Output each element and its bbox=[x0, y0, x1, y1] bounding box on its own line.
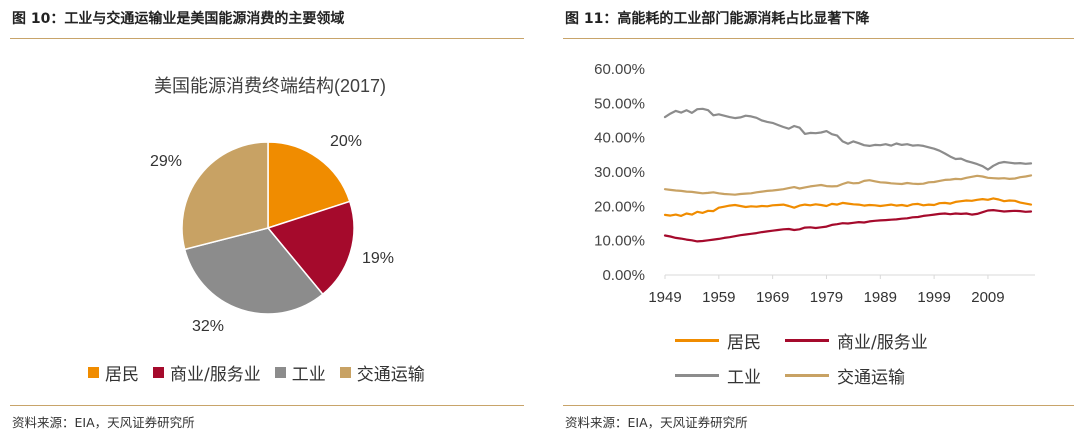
source-note: 资料来源：EIA，天风证券研究所 bbox=[565, 415, 748, 430]
x-tick-label: 1949 bbox=[648, 289, 681, 306]
legend-item-residential: 居民 bbox=[675, 328, 761, 353]
legend-swatch bbox=[153, 367, 164, 378]
y-tick-label: 60.00% bbox=[594, 61, 645, 78]
legend-item-transport: 交通运输 bbox=[339, 360, 425, 385]
pie-chart bbox=[181, 141, 355, 315]
pie-label-industrial: 32% bbox=[192, 318, 225, 335]
legend-swatch bbox=[274, 367, 286, 378]
y-tick-label: 0.00% bbox=[602, 267, 645, 284]
line-legend-row-1: 居民 商业/服务业 bbox=[675, 328, 942, 353]
figure-10-panel: 图 10：工业与交通运输业是美国能源消费的主要领域 美国能源消费终端结构(201… bbox=[0, 0, 530, 440]
y-tick-label: 20.00% bbox=[594, 198, 645, 215]
pie-slice-residential bbox=[267, 141, 351, 230]
legend-line-swatch bbox=[785, 339, 829, 342]
x-tick-label: 1999 bbox=[917, 289, 950, 306]
figure-11-panel: 图 11：高能耗的工业部门能源消耗占比显著下降 0.00% 10.00% 20.00… bbox=[553, 0, 1080, 440]
line-chart: 0.00% 10.00% 20.00% 30.00% 40.00% 50.00% 60.00… bbox=[594, 61, 1035, 306]
pie-label-commercial: 19% bbox=[362, 250, 395, 267]
top-divider bbox=[10, 38, 524, 39]
series-line-industrial bbox=[663, 107, 1033, 171]
y-tick-label: 40.00% bbox=[594, 130, 645, 147]
legend-item-industrial: 工业 bbox=[675, 363, 761, 388]
line-legend-row-2: 工业 交通运输 bbox=[675, 363, 919, 388]
y-tick-label: 30.00% bbox=[594, 164, 645, 181]
x-tick-label: 1969 bbox=[756, 289, 789, 306]
series-line-residential bbox=[663, 197, 1033, 217]
figure-11-title: 图 11：高能耗的工业部门能源消耗占比显著下降 bbox=[565, 11, 870, 27]
pie-legend: 居民 商业/服务业 工业 交通运输 bbox=[88, 360, 439, 385]
x-tick-label: 1959 bbox=[702, 289, 735, 306]
y-tick-label: 50.00% bbox=[594, 95, 645, 112]
series-line-transport bbox=[663, 174, 1033, 196]
pie-slice-transport bbox=[181, 141, 269, 251]
legend-item-industrial: 工业 bbox=[274, 360, 326, 385]
y-tick-label: 10.00% bbox=[594, 233, 645, 250]
figure-10-title: 图 10：工业与交通运输业是美国能源消费的主要领域 bbox=[12, 11, 345, 27]
pie-label-transport: 29% bbox=[150, 153, 183, 170]
series-line-commercial bbox=[663, 209, 1033, 243]
pie-chart-title: 美国能源消费终端结构(2017) bbox=[153, 76, 387, 96]
legend-swatch bbox=[339, 367, 351, 378]
x-tick-label: 2009 bbox=[971, 289, 1004, 306]
pie-label-residential: 20% bbox=[330, 133, 363, 150]
legend-line-swatch bbox=[785, 374, 829, 377]
legend-item-transport: 交通运输 bbox=[785, 363, 905, 388]
legend-line-swatch bbox=[675, 374, 719, 377]
x-tick-label: 1989 bbox=[864, 289, 897, 306]
bottom-divider bbox=[10, 405, 524, 406]
source-note: 资料来源：EIA，天风证券研究所 bbox=[12, 415, 195, 430]
bottom-divider bbox=[563, 405, 1074, 406]
top-divider bbox=[563, 38, 1074, 39]
legend-swatch bbox=[88, 367, 99, 378]
legend-item-commercial: 商业/服务业 bbox=[785, 328, 928, 353]
legend-item-residential: 居民 bbox=[88, 360, 139, 385]
legend-line-swatch bbox=[675, 339, 719, 342]
pie-slice-commercial bbox=[266, 200, 355, 296]
x-tick-label: 1979 bbox=[810, 289, 843, 306]
legend-item-commercial: 商业/服务业 bbox=[153, 360, 261, 385]
pie-slice-industrial bbox=[183, 227, 324, 315]
